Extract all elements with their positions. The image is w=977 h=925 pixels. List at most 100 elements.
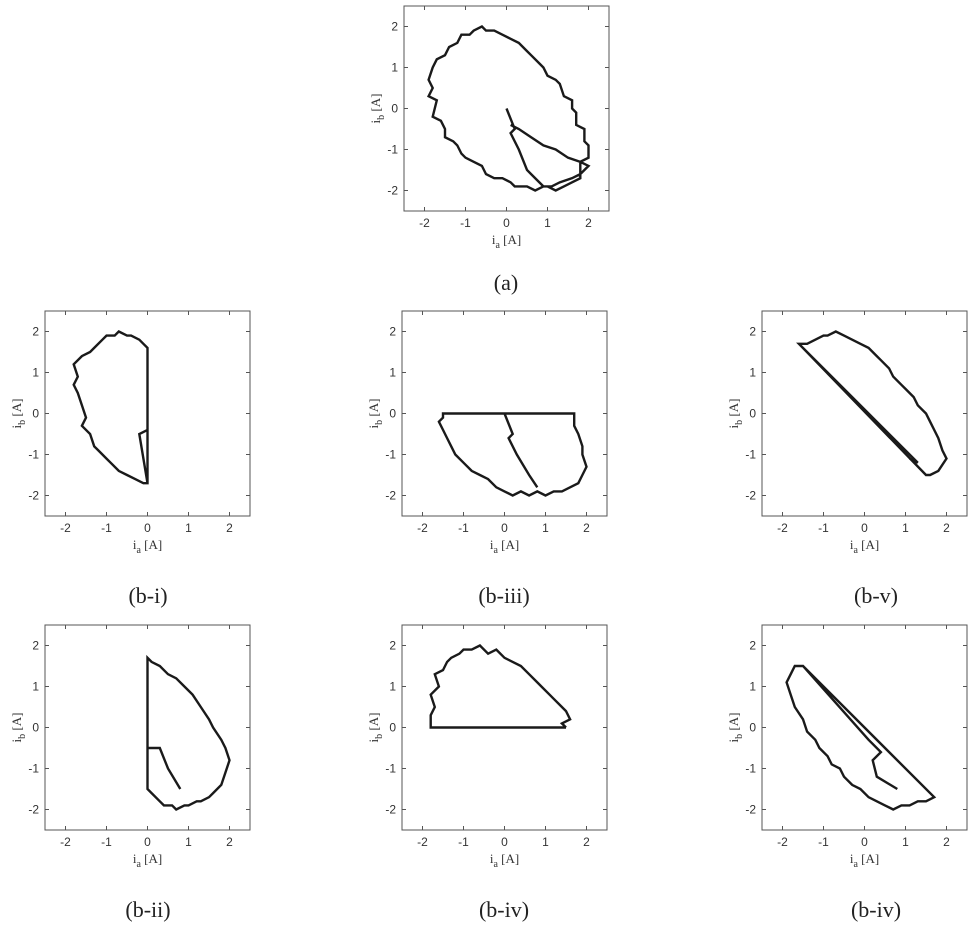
chart-svg: -2 -1 0 1 2 -2 -1 0 1 2 ia [A] ib [A]	[9, 624, 251, 870]
y-tick-label: -2	[385, 489, 396, 503]
x-tick-label: 0	[501, 835, 508, 849]
current-trajectory-line	[796, 330, 948, 477]
x-tick-label: 1	[902, 835, 909, 849]
x-axis-label: ia [A]	[133, 851, 162, 870]
x-tick-label: 0	[503, 216, 510, 230]
caption-b-ii: (b-ii)	[125, 897, 171, 922]
y-tick-label: -2	[387, 184, 398, 198]
chart-svg: -2 -1 0 1 2 -2 -1 0 1 2 ia [A] ib [A]	[726, 624, 968, 870]
chart-svg: -2 -1 0 1 2 -2 -1 0 1 2 ia [A] ib [A]	[368, 5, 610, 251]
y-tick-label: 2	[749, 639, 756, 653]
caption-b-i: (b-i)	[128, 583, 168, 608]
y-tick-label: 1	[32, 680, 39, 694]
caption-b-iv: (b-iv)	[478, 897, 530, 922]
y-axis-label: ib [A]	[366, 399, 385, 429]
x-tick-label: -2	[417, 835, 428, 849]
x-tick-label: -1	[458, 521, 469, 535]
x-tick-label: 2	[583, 521, 590, 535]
current-trajectory-line	[426, 25, 591, 192]
x-tick-label: 2	[226, 521, 233, 535]
y-tick-label: 0	[32, 407, 39, 421]
chart-panel-b-iii: -2 -1 0 1 2 -2 -1 0 1 2 ia [A] ib [A]	[362, 310, 612, 556]
x-tick-label: 2	[943, 521, 950, 535]
x-tick-label: 1	[902, 521, 909, 535]
y-tick-label: -2	[745, 803, 756, 817]
y-tick-label: 0	[389, 407, 396, 421]
y-tick-label: -2	[28, 803, 39, 817]
current-trajectory-line	[72, 330, 149, 485]
current-trajectory-line	[437, 412, 588, 497]
y-tick-label: 1	[389, 366, 396, 380]
current-trajectory-line	[785, 664, 937, 811]
x-tick-label: 2	[585, 216, 592, 230]
caption-b-v: (b-v)	[854, 583, 898, 608]
y-tick-label: 0	[32, 721, 39, 735]
x-tick-label: -2	[417, 521, 428, 535]
caption-a: (a)	[493, 270, 519, 295]
y-tick-label: 2	[749, 325, 756, 339]
y-tick-label: 1	[391, 61, 398, 75]
y-tick-label: 0	[391, 102, 398, 116]
y-tick-label: 2	[389, 325, 396, 339]
y-tick-label: 1	[749, 366, 756, 380]
chart-panel-b-iv-2: -2 -1 0 1 2 -2 -1 0 1 2 ia [A] ib [A]	[722, 624, 972, 870]
y-tick-label: -2	[28, 489, 39, 503]
x-tick-label: -1	[460, 216, 471, 230]
x-tick-label: -1	[458, 835, 469, 849]
y-tick-label: -1	[387, 143, 398, 157]
x-tick-label: -2	[60, 835, 71, 849]
y-tick-label: 0	[749, 407, 756, 421]
x-axis-label: ia [A]	[133, 537, 162, 556]
x-tick-label: -2	[777, 835, 788, 849]
x-tick-label: 0	[861, 521, 868, 535]
y-axis-label: ib [A]	[9, 713, 28, 743]
y-tick-label: -2	[745, 489, 756, 503]
x-tick-label: 2	[943, 835, 950, 849]
x-tick-label: -2	[419, 216, 430, 230]
current-trajectory-line	[429, 644, 572, 729]
x-axis-label: ia [A]	[490, 537, 519, 556]
x-tick-label: 0	[501, 521, 508, 535]
y-axis-label: ib [A]	[9, 399, 28, 429]
y-tick-label: -1	[28, 448, 39, 462]
x-tick-label: -2	[60, 521, 71, 535]
y-axis-label: ib [A]	[366, 713, 385, 743]
chart-panel-b-v: -2 -1 0 1 2 -2 -1 0 1 2 ia [A] ib [A]	[722, 310, 972, 556]
x-tick-label: 1	[544, 216, 551, 230]
x-tick-label: 1	[185, 835, 192, 849]
y-tick-label: 0	[389, 721, 396, 735]
y-tick-label: -1	[385, 762, 396, 776]
y-tick-label: 0	[749, 721, 756, 735]
x-tick-label: 0	[144, 521, 151, 535]
y-tick-label: -1	[745, 448, 756, 462]
x-axis-label: ia [A]	[492, 232, 521, 251]
chart-svg: -2 -1 0 1 2 -2 -1 0 1 2 ia [A] ib [A]	[366, 310, 608, 556]
chart-panel-b-iv: -2 -1 0 1 2 -2 -1 0 1 2 ia [A] ib [A]	[362, 624, 612, 870]
x-axis-label: ia [A]	[490, 851, 519, 870]
x-tick-label: -1	[101, 521, 112, 535]
x-tick-label: 1	[542, 521, 549, 535]
y-tick-label: 1	[749, 680, 756, 694]
x-tick-label: 2	[583, 835, 590, 849]
y-tick-label: 2	[32, 639, 39, 653]
chart-panel-b-ii: -2 -1 0 1 2 -2 -1 0 1 2 ia [A] ib [A]	[5, 624, 255, 870]
y-tick-label: -1	[745, 762, 756, 776]
current-trajectory-line	[146, 654, 231, 811]
y-tick-label: 2	[391, 20, 398, 34]
x-axis-label: ia [A]	[850, 851, 879, 870]
chart-svg: -2 -1 0 1 2 -2 -1 0 1 2 ia [A] ib [A]	[366, 624, 608, 870]
x-tick-label: -2	[777, 521, 788, 535]
x-tick-label: 1	[185, 521, 192, 535]
chart-svg: -2 -1 0 1 2 -2 -1 0 1 2 ia [A] ib [A]	[9, 310, 251, 556]
x-tick-label: -1	[101, 835, 112, 849]
y-axis-label: ib [A]	[368, 94, 387, 124]
y-tick-label: 2	[389, 639, 396, 653]
caption-b-iv-2: (b-iv)	[850, 897, 902, 922]
y-tick-label: -2	[385, 803, 396, 817]
chart-panel-a: -2 -1 0 1 2 -2 -1 0 1 2 ia [A] ib [A]	[364, 5, 614, 251]
x-tick-label: 0	[861, 835, 868, 849]
x-axis-label: ia [A]	[850, 537, 879, 556]
x-tick-label: 0	[144, 835, 151, 849]
y-axis-label: ib [A]	[726, 713, 745, 743]
y-tick-label: -1	[385, 448, 396, 462]
